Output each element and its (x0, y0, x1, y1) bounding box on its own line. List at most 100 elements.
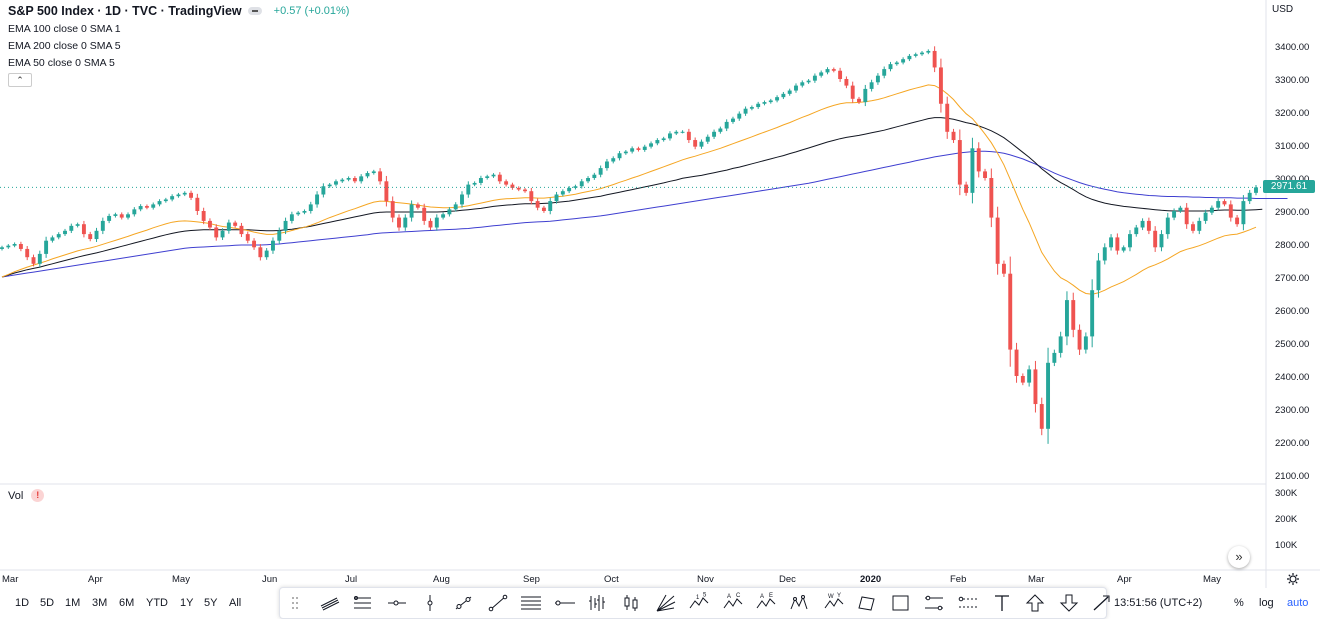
range-5y[interactable]: 5Y (204, 597, 218, 609)
candle[interactable] (81, 224, 86, 235)
candle[interactable] (384, 181, 389, 202)
candle[interactable] (787, 90, 792, 94)
candle[interactable] (289, 214, 294, 221)
time-tick-label[interactable]: Feb (950, 574, 966, 585)
range-1d[interactable]: 1D (15, 597, 30, 609)
candle[interactable] (113, 214, 118, 216)
vertical-line-icon[interactable] (418, 592, 442, 614)
volume-tick-label[interactable]: 100K (1275, 540, 1298, 551)
warning-icon[interactable]: ! (31, 489, 45, 502)
chevron-up-icon[interactable]: ⌃ (8, 73, 32, 87)
clock[interactable]: 13:51:56 (UTC+2) (1114, 597, 1203, 609)
range-5d[interactable]: 5D (40, 597, 55, 609)
candle[interactable] (970, 148, 975, 193)
candle[interactable] (680, 131, 685, 133)
candle[interactable] (938, 67, 943, 104)
candle[interactable] (163, 199, 168, 202)
indicator-ema200[interactable]: EMA 200 close 0 SMA 5 (8, 40, 121, 52)
candle[interactable] (831, 69, 836, 71)
candle[interactable] (1033, 369, 1038, 405)
volume-tick-label[interactable]: 300K (1275, 488, 1298, 499)
candle[interactable] (762, 102, 767, 104)
candle[interactable] (1109, 237, 1114, 248)
candle[interactable] (800, 82, 805, 86)
candle[interactable] (1058, 336, 1063, 353)
indicator-ema100[interactable]: EMA 100 close 0 SMA 1 (8, 23, 121, 35)
candle[interactable] (674, 131, 679, 134)
candle[interactable] (56, 234, 61, 238)
candle[interactable] (623, 151, 628, 154)
candle[interactable] (371, 171, 376, 174)
candle[interactable] (686, 131, 691, 141)
time-tick-label[interactable]: Nov (697, 574, 714, 585)
candle[interactable] (598, 168, 603, 175)
candle[interactable] (995, 217, 1000, 264)
time-tick-label[interactable]: Dec (779, 574, 796, 585)
candle[interactable] (611, 158, 616, 162)
candle[interactable] (535, 201, 540, 208)
candle[interactable] (661, 138, 666, 141)
candle[interactable] (390, 201, 395, 218)
candle[interactable] (1090, 290, 1095, 337)
time-tick-label[interactable]: Jun (262, 574, 277, 585)
candle[interactable] (441, 214, 446, 218)
candle[interactable] (882, 69, 887, 76)
candle[interactable] (888, 64, 893, 70)
candle[interactable] (907, 55, 912, 60)
candle[interactable] (838, 70, 843, 79)
candle[interactable] (1121, 247, 1126, 251)
candle[interactable] (422, 207, 427, 221)
volume-tick-label[interactable]: 200K (1275, 514, 1298, 525)
bars-pattern-icon[interactable] (586, 592, 610, 614)
candle[interactable] (743, 108, 748, 114)
candle[interactable] (447, 209, 452, 215)
candle[interactable] (989, 178, 994, 218)
candle[interactable] (157, 201, 162, 205)
candle[interactable] (75, 224, 80, 226)
candle[interactable] (510, 184, 515, 188)
candle[interactable] (894, 62, 899, 65)
drag-handle-icon[interactable] (284, 592, 308, 614)
trend-angle-icon[interactable] (452, 592, 476, 614)
candle[interactable] (277, 230, 282, 241)
candle[interactable] (18, 244, 23, 249)
candle[interactable] (220, 230, 225, 238)
head-shoulders-icon[interactable] (788, 592, 812, 614)
candle[interactable] (233, 222, 238, 226)
price-range-icon[interactable] (956, 592, 980, 614)
candle[interactable] (630, 148, 635, 152)
candle[interactable] (0, 247, 4, 249)
candle[interactable] (25, 248, 30, 258)
ema50-line[interactable] (1, 84, 1257, 295)
candle[interactable] (857, 98, 861, 103)
candle[interactable] (283, 220, 288, 231)
candle[interactable] (207, 220, 212, 228)
candle[interactable] (252, 240, 257, 248)
candle[interactable] (1039, 404, 1044, 429)
horizontal-line-icon[interactable] (553, 592, 577, 614)
candle[interactable] (642, 146, 647, 150)
candle[interactable] (756, 103, 761, 108)
candle[interactable] (1046, 362, 1051, 429)
candle[interactable] (604, 161, 609, 169)
candle[interactable] (497, 174, 502, 182)
candle[interactable] (88, 234, 93, 240)
candle[interactable] (1001, 263, 1006, 274)
candle[interactable] (63, 230, 67, 235)
candle[interactable] (340, 179, 345, 182)
candle[interactable] (1065, 300, 1069, 337)
time-tick-label[interactable]: Apr (1117, 574, 1132, 585)
candle[interactable] (1222, 201, 1227, 205)
candle[interactable] (126, 214, 130, 218)
candle[interactable] (31, 257, 36, 264)
candle[interactable] (302, 211, 307, 213)
candle[interactable] (321, 186, 326, 195)
candle[interactable] (819, 72, 824, 76)
time-tick-label[interactable]: 2020 (860, 574, 881, 585)
candle[interactable] (541, 207, 546, 211)
candle[interactable] (794, 85, 798, 91)
candle[interactable] (434, 217, 439, 228)
candle[interactable] (1216, 201, 1221, 208)
